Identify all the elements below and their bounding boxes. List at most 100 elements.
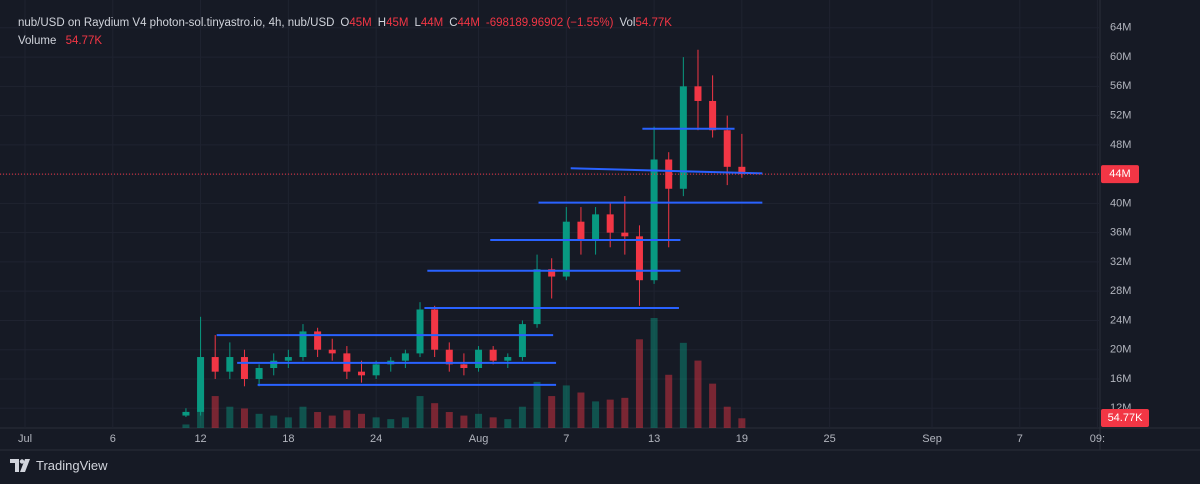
volume-bar [416,396,424,428]
y-tick-label: 28M [1110,285,1131,297]
y-tick-label: 64M [1110,22,1131,34]
volume-bar [533,381,541,428]
footer[interactable]: TradingView [10,458,108,473]
candle-body [255,368,263,379]
volume-bar [665,374,673,428]
volume-bar [255,413,263,428]
volume-bar [431,403,439,428]
volume-bar [709,383,717,428]
candle-body [548,269,556,277]
x-tick-label: 12 [194,433,206,445]
y-tick-label: 36M [1110,227,1131,239]
x-tick-label: 25 [824,433,836,445]
y-tick-label: 60M [1110,51,1131,63]
volume-bar [182,424,190,428]
ohlc-value: 45M [386,17,409,29]
ohlc-value: 45M [349,17,372,29]
volume-bar [738,418,746,428]
candle-body [240,357,248,379]
x-tick-label: 13 [648,433,660,445]
volume-bar [606,399,614,428]
x-tick-label: Jul [18,433,32,445]
volume-bar [299,406,307,428]
volume-bar [650,318,658,428]
volume-bar [328,415,336,428]
legend: nub/USD on Raydium V4 photon-sol.tinyast… [18,14,672,50]
ohlc-key: H [377,17,387,29]
price-badge-label: 44M [1109,168,1130,180]
brand: TradingView [36,458,108,473]
candle-body [401,353,409,361]
candle-body [372,364,380,376]
ohlc-key: O [340,17,350,29]
volume-bar [343,410,351,428]
y-tick-label: 56M [1110,80,1131,92]
logo [10,458,30,472]
candle-body [635,236,643,281]
y-tick-label: 52M [1110,110,1131,122]
candle-body [533,269,541,325]
x-tick-label: Sep [922,433,942,445]
ohlc: O45M H45M L44M C44M [334,17,479,29]
x-tick-label: 7 [1017,433,1023,445]
volume-title: Volume [18,35,57,47]
legend-row: Volume 54.77K [18,32,672,50]
y-tick-label: 32M [1110,256,1131,268]
ohlc-value: 44M [457,17,480,29]
candle-body [270,360,278,369]
candle-body [328,349,336,354]
candle-body [709,100,717,131]
candle-body [357,371,365,376]
ohlc-value: 44M [420,17,444,29]
candle-body [475,349,483,369]
volume-bar [548,396,556,428]
y-tick-label: 20M [1110,344,1131,356]
candle-body [299,331,307,358]
volume-bar [460,415,468,428]
volume-bar [475,413,483,428]
symbol: nub/USD on Raydium V4 photon-sol.tinyast… [18,17,335,29]
volume-bar [445,412,453,428]
volume-bar [284,417,292,428]
volume-bar [679,342,687,428]
candle-body [416,309,424,354]
candle-body [694,86,702,101]
volume-bar [211,396,219,428]
candle-body [489,349,497,361]
volume-bar [387,419,395,428]
volume-bar [401,417,409,428]
level-line [570,167,763,175]
volume-bar [357,413,365,428]
x-tick-label: Aug [469,433,489,445]
x-tick-label: 19 [736,433,748,445]
ohlc-key: C [449,17,458,29]
candle-body [197,357,205,412]
candle-body [723,130,731,167]
candle-body [460,364,468,369]
volume-bar [270,415,278,428]
y-tick-label: 16M [1110,373,1131,385]
volume-badge-label: 54.77K [1108,412,1144,424]
candles [182,49,746,418]
x-tick-label: 24 [370,433,382,445]
volume-bar [577,392,585,428]
y-tick-label: 24M [1110,314,1131,326]
candle-body [577,221,585,240]
candle-body [504,357,512,361]
candle-body [665,159,673,189]
candle-body [284,357,292,361]
legend-row: nub/USD on Raydium V4 photon-sol.tinyast… [18,14,672,32]
candle-body [182,411,190,416]
volume-bar [372,417,380,428]
volume-bar [504,419,512,428]
volume-bar [723,406,731,428]
vol-key: Vol [619,17,636,29]
volume-bar [226,406,234,428]
ohlc-key: L [414,17,421,29]
volume-badge [1101,409,1149,427]
candle-body [518,324,526,358]
volume-bar [314,412,322,428]
volume-bar [562,385,570,428]
drawn-levels [216,127,763,386]
